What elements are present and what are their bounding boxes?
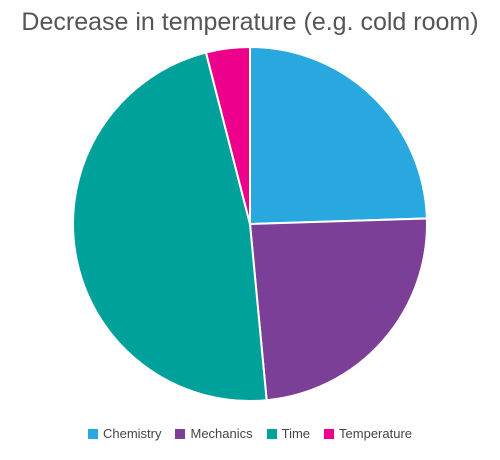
legend-swatch-temperature bbox=[324, 428, 335, 439]
legend-label-time: Time bbox=[281, 426, 311, 441]
legend: Chemistry Mechanics Time Temperature bbox=[0, 426, 500, 441]
pie-slice-time bbox=[72, 51, 268, 402]
legend-swatch-time bbox=[266, 428, 277, 439]
legend-label-mechanics: Mechanics bbox=[190, 426, 253, 441]
pie-slice-temperature bbox=[204, 45, 251, 225]
pie-slice-chemistry bbox=[249, 45, 428, 226]
pie-slice-mechanics bbox=[248, 217, 428, 402]
legend-label-chemistry: Chemistry bbox=[102, 426, 162, 441]
legend-label-temperature: Temperature bbox=[339, 426, 413, 441]
legend-item-mechanics: Mechanics bbox=[175, 426, 253, 441]
legend-swatch-chemistry bbox=[87, 428, 98, 439]
legend-item-chemistry: Chemistry bbox=[87, 426, 162, 441]
legend-item-time: Time bbox=[266, 426, 311, 441]
legend-item-temperature: Temperature bbox=[324, 426, 412, 441]
pie-plot bbox=[72, 45, 428, 402]
legend-swatch-mechanics bbox=[175, 428, 186, 439]
chart-title: Decrease in temperature (e.g. cold room) bbox=[21, 8, 479, 36]
